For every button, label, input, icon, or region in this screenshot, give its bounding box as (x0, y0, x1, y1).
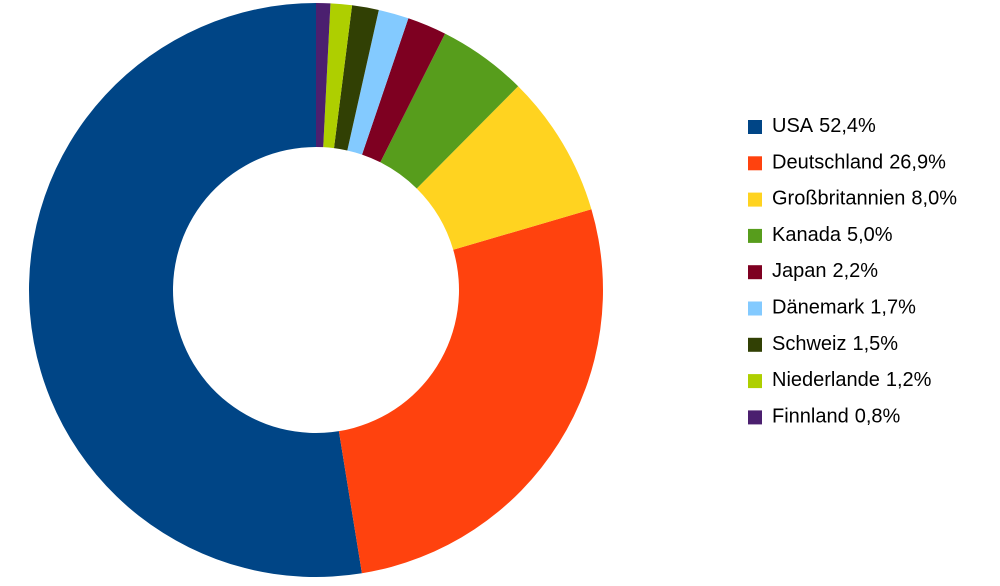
legend-label: Finnland 0,8% (772, 406, 901, 428)
legend-name: Schweiz (772, 333, 846, 355)
legend-value: 26,9% (889, 152, 946, 174)
legend-label: USA 52,4% (772, 115, 876, 137)
legend-label: Großbritannien 8,0% (772, 188, 957, 210)
legend-swatch (748, 120, 762, 134)
legend-name: Dänemark (772, 297, 865, 319)
legend-swatch (748, 265, 762, 280)
donut-slice (362, 18, 446, 163)
legend-label: Niederlande 1,2% (772, 369, 932, 391)
donut-slice (316, 3, 331, 148)
legend-swatch (748, 301, 762, 316)
donut-slice (333, 5, 379, 151)
donut-slice (323, 3, 353, 149)
legend-label: Dänemark 1,7% (772, 297, 916, 319)
legend-swatch (748, 410, 762, 425)
legend-name: Großbritannien (772, 188, 905, 210)
legend-label: Japan 2,2% (772, 260, 878, 282)
legend-label: Deutschland 26,9% (772, 152, 946, 174)
legend-value: 1,7% (870, 297, 916, 319)
legend-name: Niederlande (772, 369, 880, 391)
legend-value: 52,4% (819, 115, 876, 137)
legend-name: Kanada (772, 224, 842, 246)
legend-name: USA (772, 115, 814, 137)
legend-name: Deutschland (772, 152, 883, 174)
legend-swatch (748, 374, 762, 389)
legend-swatch (748, 228, 762, 243)
legend-swatch (748, 337, 762, 352)
legend-swatch (748, 156, 762, 171)
legend-value: 5,0% (847, 224, 893, 246)
legend-value: 2,2% (833, 260, 879, 282)
legend-label: Schweiz 1,5% (772, 333, 898, 355)
donut-slice (28, 3, 362, 577)
legend-value: 8,0% (911, 188, 957, 210)
legend-name: Japan (772, 260, 827, 282)
legend-swatch (748, 192, 762, 207)
legend-value: 0,8% (855, 406, 901, 428)
legend-name: Finnland (772, 406, 849, 428)
donut-slice (416, 86, 592, 250)
legend-label: Kanada 5,0% (772, 224, 893, 246)
legend-value: 1,2% (886, 369, 932, 391)
donut-slice (347, 9, 409, 155)
legend-value: 1,5% (852, 333, 898, 355)
donut-slice (380, 33, 519, 189)
donut-slice (338, 209, 603, 574)
